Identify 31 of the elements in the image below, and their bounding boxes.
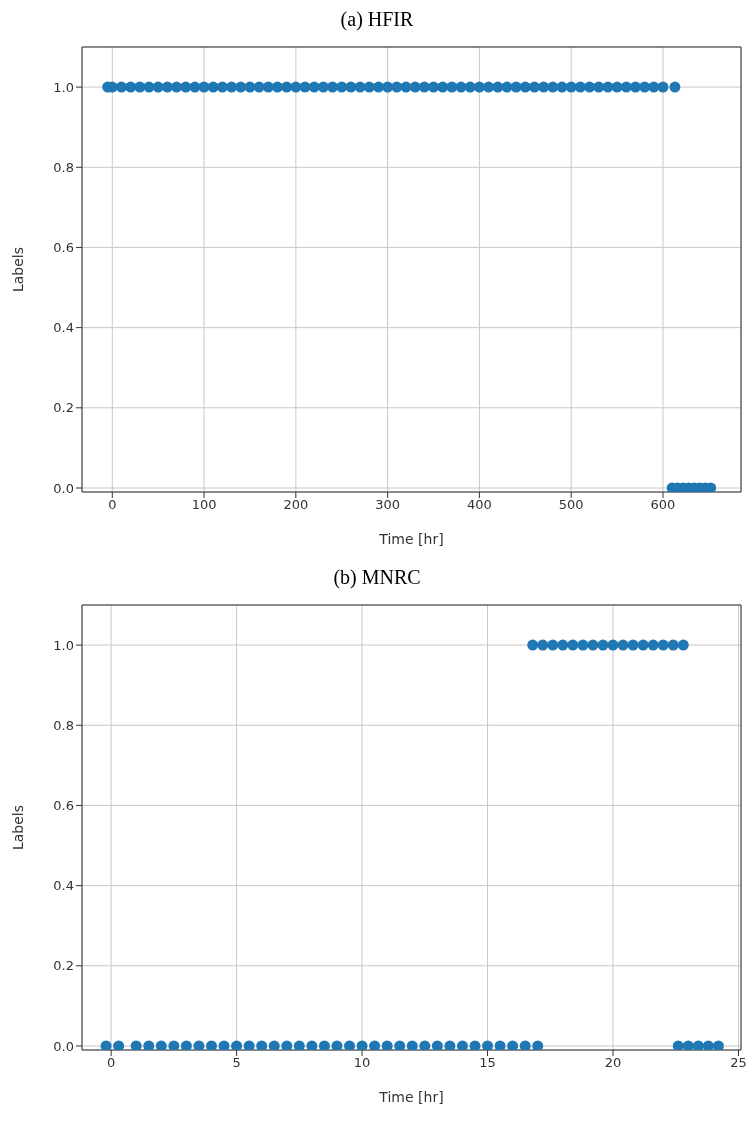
y-tick-label: 0.0 xyxy=(53,480,74,496)
x-tick-label: 20 xyxy=(604,1055,622,1071)
x-tick-label: 10 xyxy=(353,1055,371,1071)
y-tick-label: 0.6 xyxy=(53,798,74,814)
x-tick-label: 15 xyxy=(479,1055,496,1071)
y-tick-label: 0.2 xyxy=(53,400,74,416)
x-axis-title: Time [hr] xyxy=(378,531,444,547)
y-tick-label: 0.4 xyxy=(53,878,74,894)
chart-title: (b) MNRC xyxy=(332,566,422,591)
y-tick-label: 0.8 xyxy=(53,159,74,175)
x-tick-label: 500 xyxy=(558,497,584,513)
x-tick-label: 300 xyxy=(375,497,401,513)
x-tick-label: 5 xyxy=(232,1055,241,1071)
y-tick-label: 0.6 xyxy=(53,240,74,256)
chart-title: (a) HFIR xyxy=(339,8,415,33)
x-tick-label: 600 xyxy=(650,497,676,513)
y-axis-title: Labels xyxy=(9,804,26,851)
y-tick-label: 0.8 xyxy=(53,717,74,733)
y-axis-title: Labels xyxy=(9,246,26,293)
x-tick-label: 200 xyxy=(283,497,309,513)
x-tick-label: 0 xyxy=(108,497,117,513)
y-tick-label: 0.4 xyxy=(53,320,74,336)
x-axis-title: Time [hr] xyxy=(378,1089,444,1105)
x-tick-label: 0 xyxy=(106,1055,116,1071)
y-tick-label: 0.2 xyxy=(53,958,74,974)
y-tick-label: 1.0 xyxy=(53,637,74,653)
y-tick-label: 0.0 xyxy=(53,1038,74,1054)
x-tick-label: 100 xyxy=(191,497,217,513)
x-tick-label: 25 xyxy=(730,1055,747,1071)
y-tick-label: 1.0 xyxy=(53,79,74,95)
x-tick-label: 400 xyxy=(467,497,492,513)
